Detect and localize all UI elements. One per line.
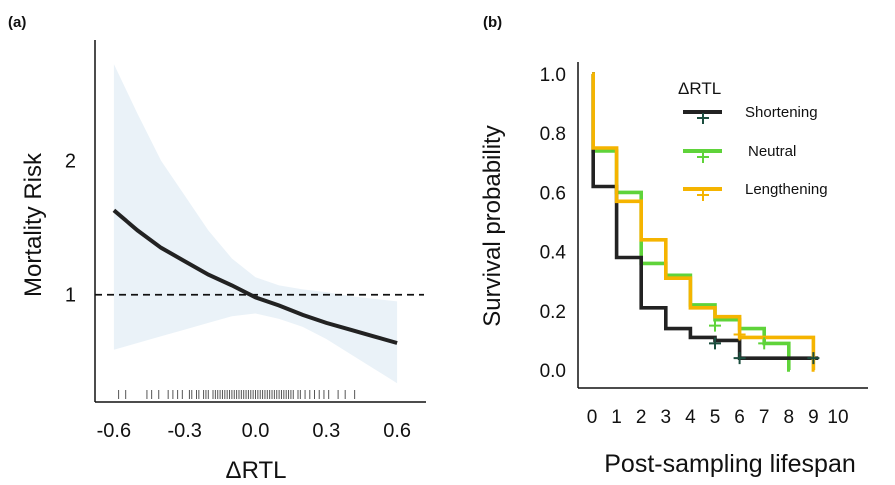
confidence-ribbon — [113, 64, 398, 384]
y-axis-label: Mortality Risk — [20, 152, 47, 297]
survival-step-lengthening — [591, 72, 816, 372]
censor-mark — [709, 337, 721, 350]
legend-label: Neutral — [748, 143, 796, 160]
x-tick-label: 4 — [685, 407, 696, 428]
x-tick-label: 6 — [734, 407, 745, 428]
x-tick-label: 9 — [808, 407, 819, 428]
x-tick-label: 5 — [710, 407, 721, 428]
y-tick-label: 0.2 — [540, 302, 566, 323]
censor-mark — [709, 319, 721, 332]
y-tick-label: 0.6 — [540, 183, 566, 204]
y-tick-label: 2 — [65, 151, 76, 173]
y-tick-label: 1 — [65, 285, 76, 307]
y-tick-label: 1.0 — [540, 65, 566, 86]
x-tick-label: 1 — [611, 407, 622, 428]
legend-label: Shortening — [745, 104, 818, 121]
x-tick-label: 0.0 — [242, 420, 270, 442]
panel-a-label: (a) — [8, 14, 27, 31]
y-axis-label: Survival probability — [479, 125, 506, 326]
risk-curve — [112, 208, 398, 345]
legend-title: ΔRTL — [678, 79, 721, 98]
censor-mark — [758, 337, 771, 350]
y-tick-label: 0.0 — [540, 361, 566, 382]
x-tick-label: -0.6 — [97, 420, 131, 442]
x-tick-label: 0 — [587, 407, 598, 428]
legend-censor-mark — [697, 152, 709, 163]
x-tick-label: -0.3 — [167, 420, 201, 442]
x-axis-label: Post-sampling lifespan — [604, 450, 856, 478]
survival-step-shortening — [591, 72, 819, 360]
x-tick-label: 7 — [759, 407, 770, 428]
y-tick-label: 0.8 — [540, 124, 566, 145]
censor-mark — [733, 352, 746, 365]
legend-censor-mark — [697, 190, 709, 201]
x-tick-label: 10 — [827, 407, 848, 428]
x-tick-label: 2 — [636, 407, 647, 428]
legend-label: Lengthening — [745, 181, 828, 198]
legend-censor-mark — [697, 113, 709, 124]
x-axis-label: ΔRTL — [226, 457, 287, 484]
survival-step-neutral — [591, 72, 791, 372]
mortality-risk-chart: -0.6 -0.3 0.0 0.3 0.6 1 2 ΔRTL Mortality Risk — [20, 40, 426, 484]
x-tick-label: 0.3 — [312, 420, 340, 442]
y-tick-label: 0.4 — [540, 243, 567, 264]
censor-mark — [733, 328, 746, 341]
x-tick-label: 3 — [661, 407, 672, 428]
x-tick-label: 0.6 — [383, 420, 411, 442]
censor-mark — [807, 352, 820, 365]
panel-b-label: (b) — [483, 14, 503, 31]
x-tick-label: 8 — [784, 407, 795, 428]
